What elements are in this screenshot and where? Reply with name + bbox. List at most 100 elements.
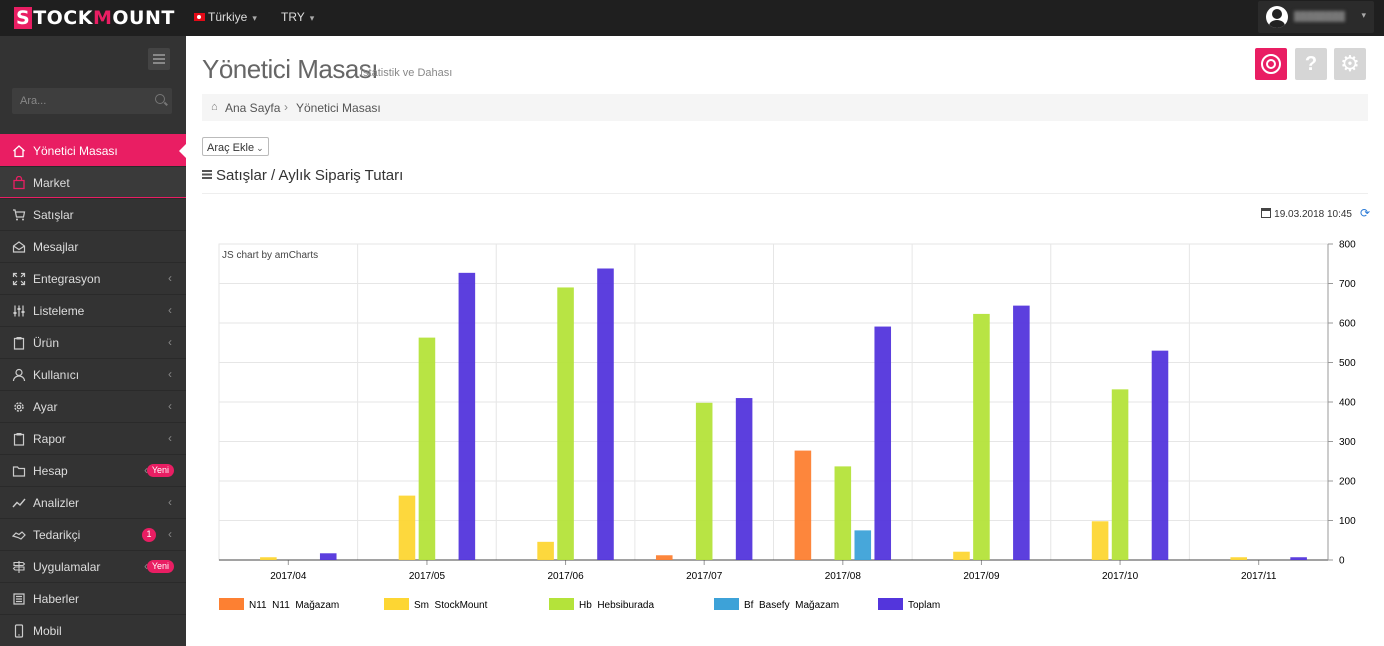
- sidebar-item-rapor[interactable]: Rapor ‹: [0, 422, 186, 454]
- bar: [874, 326, 892, 560]
- legend-swatch: [549, 598, 574, 610]
- y-tick-label: 0: [1339, 556, 1345, 567]
- sidebar-item-label: Market: [33, 176, 70, 190]
- country-label: Türkiye: [208, 10, 248, 24]
- sidebar-item-label: Ayar: [33, 400, 58, 414]
- sidebar-item-uygulamalar[interactable]: Uygulamalar ‹ Yeni: [0, 550, 186, 582]
- country-selector[interactable]: Türkiye ▾: [194, 10, 257, 24]
- stockmount-logo[interactable]: S TOCKMOUNT: [14, 7, 175, 29]
- timestamp: 19.03.2018 10:45: [1274, 209, 1352, 220]
- new-badge: Yeni: [146, 464, 174, 477]
- sidebar-item-market[interactable]: Market: [0, 166, 186, 198]
- divider: [202, 193, 1368, 194]
- breadcrumb-current: Yönetici Masası: [296, 101, 381, 115]
- y-tick-label: 500: [1339, 358, 1356, 369]
- sidebar-item-label: Rapor: [33, 432, 66, 446]
- sidebar-item-haberler[interactable]: Haberler: [0, 582, 186, 614]
- clipboard-icon: [13, 337, 25, 350]
- sidebar-item-label: Tedarikçi: [33, 528, 81, 542]
- bar: [319, 553, 337, 560]
- menu-toggle-icon[interactable]: [148, 48, 170, 70]
- bar: [695, 402, 713, 560]
- legend-swatch: [219, 598, 244, 610]
- calendar-icon: [1261, 208, 1272, 218]
- y-tick-label: 700: [1339, 279, 1356, 290]
- x-tick-label: 2017/06: [547, 571, 584, 582]
- sidebar-item-label: Listeleme: [33, 304, 85, 318]
- bar: [557, 287, 574, 560]
- sidebar-item-mobil[interactable]: Mobil: [0, 614, 186, 646]
- bar: [398, 495, 416, 560]
- avatar: [1266, 6, 1288, 28]
- sidebar-search: [12, 88, 172, 114]
- turkey-flag-icon: [194, 13, 205, 21]
- count-badge: 1: [142, 528, 156, 542]
- page-title: Yönetici Masası: [202, 54, 379, 84]
- support-button[interactable]: [1255, 48, 1287, 80]
- chevron-left-icon: ‹: [168, 399, 172, 413]
- bar: [418, 337, 436, 560]
- y-tick-label: 100: [1339, 516, 1356, 527]
- sidebar-item-tedarikci[interactable]: Tedarikçi 1 ‹: [0, 518, 186, 550]
- legend-label: N11 N11 Mağazam: [249, 600, 339, 611]
- chevron-down-icon: ▾: [309, 13, 315, 23]
- breadcrumb-home-link[interactable]: Ana Sayfa: [225, 101, 281, 115]
- sidebar-item-analizler[interactable]: Analizler ‹: [0, 486, 186, 518]
- bar: [735, 398, 753, 560]
- newspaper-icon: [13, 593, 25, 605]
- search-input[interactable]: [12, 88, 152, 114]
- sidebar-item-satislar[interactable]: Satışlar: [0, 198, 186, 230]
- chevron-down-icon: ⌄: [256, 142, 264, 153]
- chevron-down-icon: ▾: [1361, 10, 1366, 20]
- sidebar-item-hesap[interactable]: Hesap ‹ Yeni: [0, 454, 186, 486]
- chevron-down-icon: ▾: [252, 13, 257, 23]
- breadcrumb: ⌂ Ana Sayfa › Yönetici Masası: [202, 94, 1368, 121]
- settings-button[interactable]: ⚙: [1334, 48, 1366, 80]
- signpost-icon: [12, 561, 26, 573]
- sidebar-item-mesajlar[interactable]: Mesajlar: [0, 230, 186, 262]
- bar: [1111, 389, 1129, 560]
- envelope-icon: [12, 241, 26, 253]
- sidebar-item-listeleme[interactable]: Listeleme ‹: [0, 294, 186, 326]
- sidebar-item-entegrasyon[interactable]: Entegrasyon ‹: [0, 262, 186, 294]
- sidebar-item-label: Kullanıcı: [33, 368, 80, 382]
- bar: [537, 541, 554, 560]
- chevron-left-icon: ‹: [168, 527, 172, 541]
- chevron-left-icon: ‹: [168, 367, 172, 381]
- refresh-icon[interactable]: ⟳: [1359, 206, 1370, 220]
- help-button[interactable]: ?: [1295, 48, 1327, 80]
- list-icon: [202, 170, 212, 179]
- sidebar-item-label: Mobil: [33, 624, 62, 638]
- bar: [854, 530, 872, 560]
- home-icon: [13, 145, 25, 158]
- legend-swatch: [878, 598, 903, 610]
- add-widget-button[interactable]: Araç Ekle ⌄: [202, 137, 269, 156]
- sidebar-item-urun[interactable]: Ürün ‹: [0, 326, 186, 358]
- search-icon[interactable]: [155, 94, 165, 104]
- sidebar-item-kullanici[interactable]: Kullanıcı ‹: [0, 358, 186, 390]
- y-tick-label: 800: [1339, 240, 1356, 251]
- clipboard-icon: [13, 433, 25, 446]
- x-tick-label: 2017/05: [409, 571, 446, 582]
- bar: [1230, 557, 1248, 560]
- page-subtitle: İstatistik ve Dahası: [360, 67, 453, 79]
- sidebar: Yönetici Masası Market Satışlar Mesajlar…: [0, 36, 187, 646]
- x-tick-label: 2017/10: [1102, 571, 1139, 582]
- currency-selector[interactable]: TRY ▾: [281, 10, 314, 24]
- sidebar-item-ayar[interactable]: Ayar ‹: [0, 390, 186, 422]
- section-title-text: Satışlar / Aylık Sipariş Tutarı: [216, 167, 404, 184]
- sliders-icon: [13, 305, 25, 317]
- y-tick-label: 600: [1339, 319, 1356, 330]
- user-name-blurred: ████████: [1294, 11, 1346, 21]
- sidebar-item-label: Uygulamalar: [33, 560, 101, 574]
- legend-label: Hb Hebsiburada: [579, 600, 654, 611]
- legend-label: Bf Basefy Mağazam: [744, 600, 839, 611]
- folder-icon: [12, 466, 26, 477]
- bar: [655, 555, 673, 560]
- sidebar-item-label: Analizler: [33, 496, 80, 510]
- legend-label: Toplam: [908, 600, 940, 611]
- legend-swatch: [714, 598, 739, 610]
- sidebar-item-yonetici-masasi[interactable]: Yönetici Masası: [0, 134, 187, 166]
- user-menu[interactable]: ████████ ▾: [1258, 1, 1374, 33]
- bar: [260, 557, 277, 560]
